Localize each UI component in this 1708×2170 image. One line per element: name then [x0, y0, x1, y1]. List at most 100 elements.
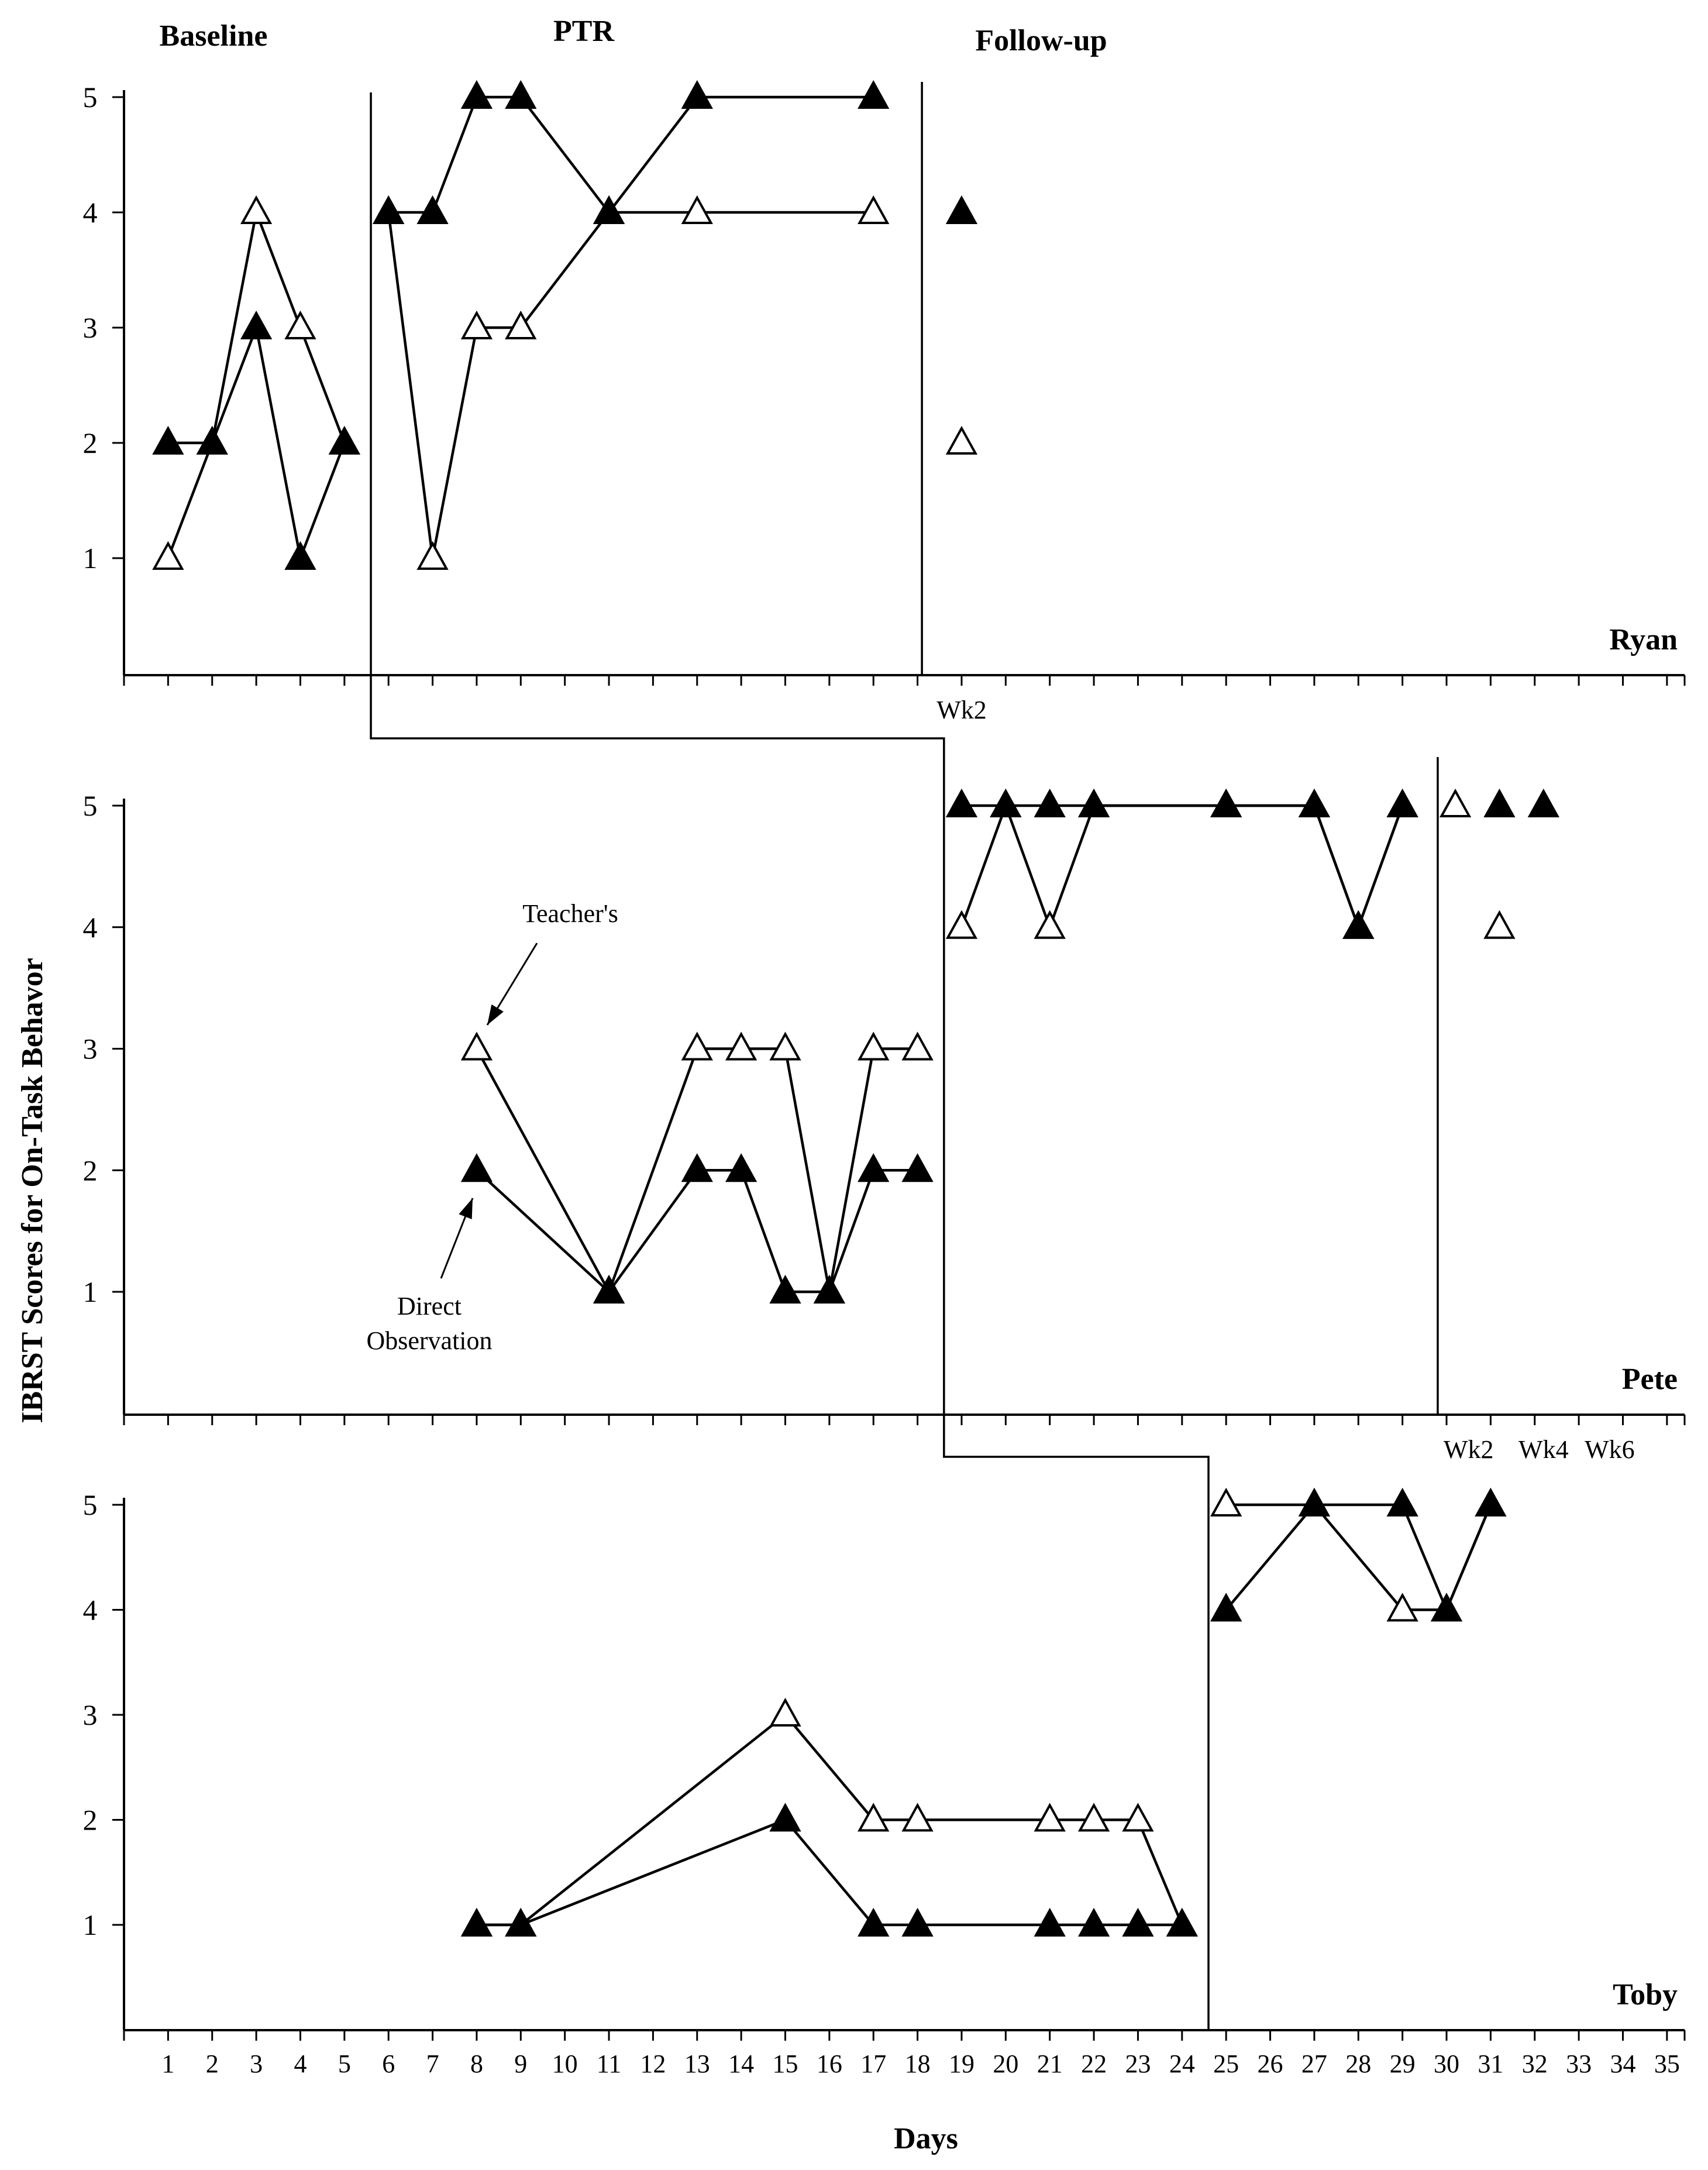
- annotation-arrow-head: [459, 1198, 473, 1220]
- direct-observation-point: [460, 1153, 493, 1182]
- direct-observation-point: [1034, 788, 1066, 817]
- direct-observation-point: [1475, 1487, 1507, 1516]
- teacher-point: [858, 1803, 890, 1832]
- x-tick-label: 32: [1522, 2049, 1548, 2078]
- teacher-point: [901, 1803, 934, 1832]
- x-tick-label: 13: [684, 2049, 710, 2078]
- teacher-point: [858, 1031, 890, 1061]
- direct-observation-point: [1342, 910, 1375, 939]
- follow-up-week-label: Wk2: [936, 696, 987, 724]
- series-line-teacher: [167, 207, 346, 559]
- y-tick-label: 2: [83, 427, 98, 459]
- teacher-point: [1077, 1803, 1110, 1832]
- x-tick-label: 17: [860, 2049, 886, 2078]
- x-tick-label: 26: [1258, 2049, 1283, 2078]
- y-tick-label: 5: [83, 1488, 98, 1521]
- teacher-point: [1439, 788, 1472, 817]
- series-line-direct: [168, 322, 346, 563]
- direct-observation-point: [460, 1907, 493, 1937]
- y-tick-label: 2: [83, 1154, 98, 1187]
- x-tick-label: 6: [382, 2049, 395, 2078]
- teacher-point: [152, 541, 184, 570]
- y-tick-label: 1: [83, 542, 98, 575]
- phase-label-follow-up: Follow-up: [975, 24, 1107, 57]
- series-line-teacher: [1226, 1503, 1492, 1611]
- panel-toby: 1 2 3 4 5 Toby: [83, 1488, 1686, 2041]
- teacher-annotation-arrow: [486, 943, 538, 1026]
- phase-label-ptr: PTR: [553, 15, 615, 48]
- direct-observation-point: [769, 1803, 801, 1832]
- annotation-arrow-head: [487, 1004, 504, 1025]
- direct-observation-point: [373, 195, 405, 224]
- direct-observation-point: [725, 1153, 757, 1182]
- participant-label-toby: Toby: [1613, 1978, 1678, 2011]
- series-line-teacher: [475, 1047, 918, 1295]
- direct-observation-point: [813, 1274, 846, 1304]
- y-tick-label: 2: [83, 1804, 98, 1837]
- participant-label-pete: Pete: [1622, 1363, 1678, 1396]
- x-tick-label: 9: [514, 2049, 527, 2078]
- x-tick-label: 3: [250, 2049, 263, 2078]
- x-tick-label: 19: [949, 2049, 974, 2078]
- x-tick-label: 22: [1081, 2049, 1107, 2078]
- y-tick-label: 5: [83, 81, 98, 114]
- direct-observation-point: [196, 425, 228, 455]
- direct-observation-point: [990, 788, 1022, 817]
- series-line-direct: [476, 1818, 1182, 1927]
- x-tick-label: 30: [1434, 2049, 1459, 2078]
- x-tick-label: 29: [1390, 2049, 1416, 2078]
- direct-observation-label-line2: Observation: [366, 1326, 492, 1355]
- teacher-point: [769, 1031, 801, 1061]
- series-line-teacher: [387, 211, 874, 559]
- x-tick-label: 7: [426, 2049, 439, 2078]
- teacher-point: [725, 1031, 757, 1061]
- series-line-teacher: [476, 1712, 1183, 1927]
- direct-observation-point: [1298, 788, 1331, 817]
- teacher-point: [945, 910, 978, 939]
- teacher-point: [769, 1697, 801, 1727]
- x-tick-label: 11: [597, 2049, 621, 2078]
- x-tick-label: 24: [1169, 2049, 1195, 2078]
- x-tick-label: 33: [1566, 2049, 1592, 2078]
- teacher-point: [460, 1031, 493, 1061]
- direct-observation-point: [945, 788, 978, 817]
- x-tick-label: 14: [728, 2049, 754, 2078]
- participant-label-ryan: Ryan: [1609, 623, 1678, 656]
- direct-observation-point: [505, 1907, 537, 1937]
- x-tick-label: 4: [294, 2049, 307, 2078]
- teacher-point: [1386, 1593, 1418, 1622]
- x-tick-label: 8: [470, 2049, 483, 2078]
- teacher-point: [416, 541, 449, 570]
- y-tick-label: 1: [83, 1275, 98, 1308]
- panel-ryan: 1 2 3 4 5 Ryan Wk2: [83, 81, 1686, 724]
- direct-observation-point: [593, 195, 625, 224]
- y-tick-label: 1: [83, 1908, 98, 1941]
- y-tick-label: 4: [83, 196, 98, 229]
- teacher-point: [681, 1031, 713, 1061]
- follow-up-week-label: Wk4: [1518, 1435, 1569, 1464]
- x-tick-label: 15: [773, 2049, 798, 2078]
- x-tick-label: 27: [1301, 2049, 1327, 2078]
- y-tick-label: 3: [83, 1698, 98, 1731]
- x-axis-title: Days: [894, 2122, 958, 2155]
- x-tick-label: 12: [640, 2049, 666, 2078]
- direct-observation-point: [1527, 788, 1559, 817]
- direct-observation-point: [681, 80, 713, 109]
- direct-observation-point: [769, 1274, 801, 1304]
- direct-observation-label-line1: Direct: [397, 1292, 462, 1320]
- teacher-point: [1034, 1803, 1066, 1832]
- x-tick-label: 34: [1610, 2049, 1635, 2078]
- direct-observation-point: [858, 80, 890, 109]
- teacher-point: [1034, 910, 1066, 939]
- x-tick-label: 1: [161, 2049, 174, 2078]
- teacher-point: [505, 310, 537, 339]
- direct-observation-point: [681, 1153, 713, 1182]
- phase-change-line-baseline-ptr: [370, 92, 1210, 2030]
- panel-pete: 1 2 3 4 5 Pete Wk2 Wk4 Wk6: [83, 789, 1686, 1464]
- x-tick-label: 16: [817, 2049, 842, 2078]
- x-tick-label: 25: [1213, 2049, 1239, 2078]
- teacher-annotation-label: Teacher's: [522, 899, 618, 928]
- direct-observation-point: [1483, 788, 1516, 817]
